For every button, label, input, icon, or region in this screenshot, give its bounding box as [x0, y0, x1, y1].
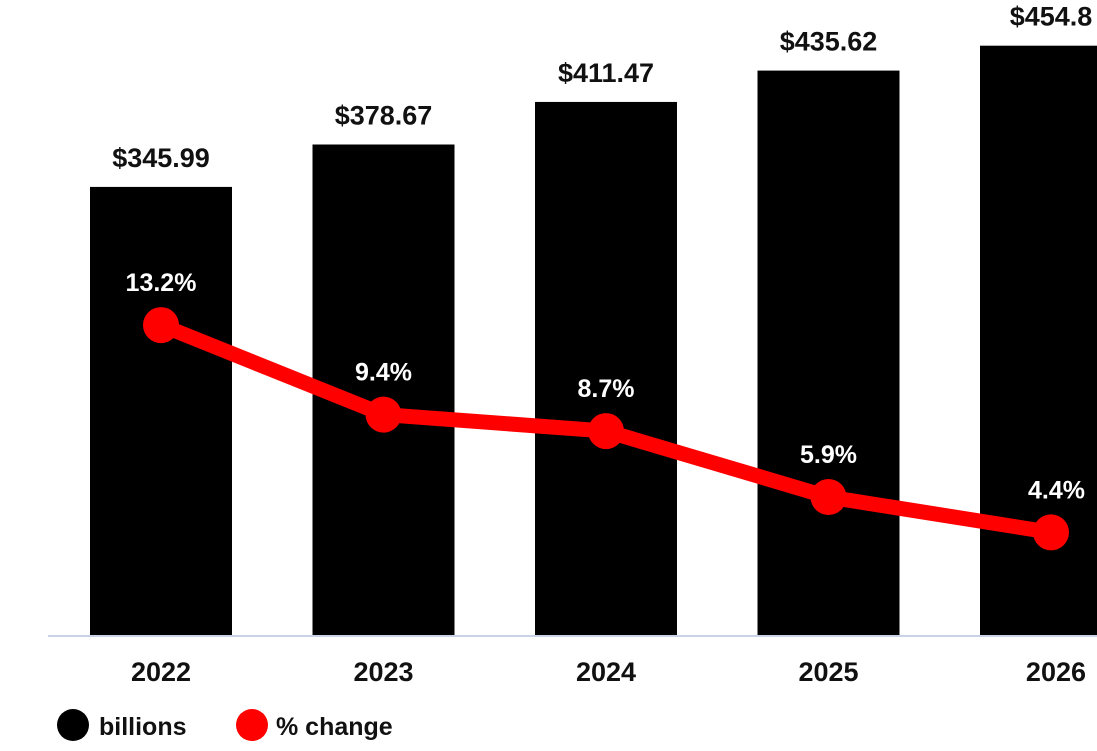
percent-change-label-2023: 9.4% [355, 359, 412, 387]
bar-value-label-2023: $378.67 [335, 101, 433, 131]
legend: billions % change [57, 709, 393, 741]
legend-percent-change-label: % change [276, 713, 393, 741]
percent-change-point-2025 [810, 479, 847, 516]
x-tick-label-2024: 2024 [576, 657, 636, 687]
percent-change-label-2026: 4.4% [1028, 476, 1085, 504]
bar-2022 [90, 186, 232, 636]
bar-value-label-2022: $345.99 [112, 143, 210, 173]
x-tick-label-2026: 2026 [1026, 657, 1086, 687]
legend-percent-change-swatch [236, 709, 268, 741]
bar-2025 [757, 70, 900, 637]
bar-value-labels: $345.99 $378.67 $411.47 $435.62 $454.8 [112, 2, 1092, 173]
bar-value-label-2024: $411.47 [558, 58, 654, 88]
bar-2024 [535, 101, 677, 637]
percent-change-label-2025: 5.9% [800, 441, 857, 469]
percent-change-labels: 13.2% 9.4% 8.7% 5.9% 4.4% [126, 269, 1085, 504]
percent-change-label-2024: 8.7% [578, 375, 635, 403]
percent-change-point-2022 [143, 307, 179, 344]
legend-billions-swatch [57, 709, 89, 741]
bar-value-label-2026: $454.8 [1010, 2, 1093, 32]
bars-layer [90, 45, 1097, 637]
legend-billions-label: billions [99, 713, 187, 741]
x-axis-tick-labels: 2022 2023 2024 2025 2026 [131, 657, 1086, 687]
percent-change-point-2026 [1033, 514, 1069, 551]
x-tick-label-2025: 2025 [798, 657, 858, 687]
bar-value-label-2025: $435.62 [780, 27, 878, 57]
percent-change-point-2023 [365, 396, 402, 433]
x-tick-label-2022: 2022 [131, 657, 191, 687]
bar-2026 [980, 45, 1097, 636]
percent-change-label-2022: 13.2% [126, 269, 197, 297]
percent-change-point-2024 [588, 413, 624, 450]
percent-change-line-layer [143, 307, 1069, 551]
x-tick-label-2023: 2023 [353, 657, 413, 687]
